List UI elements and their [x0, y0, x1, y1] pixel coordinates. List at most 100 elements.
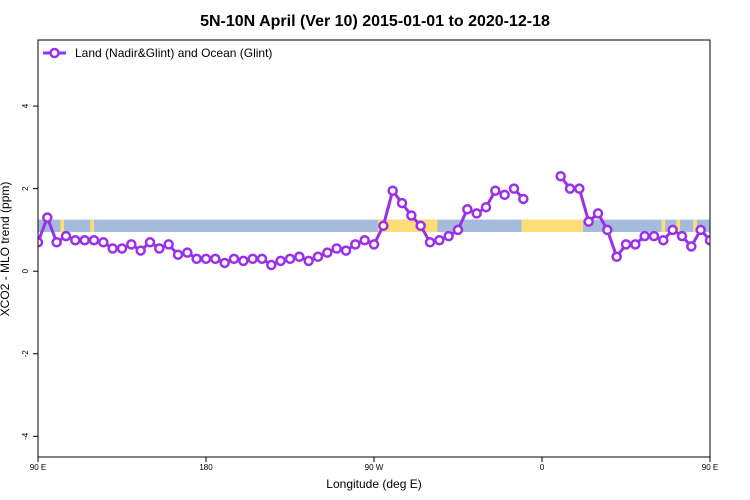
data-point	[704, 234, 710, 246]
data-point	[228, 253, 240, 265]
data-point	[424, 237, 436, 248]
chart-title: 5N-10N April (Ver 10) 2015-01-01 to 2020…	[200, 13, 550, 30]
data-point	[415, 220, 426, 232]
data-point	[518, 193, 529, 205]
data-point	[88, 234, 100, 246]
x-axis-label: Longitude (deg E)	[326, 477, 421, 491]
data-point	[695, 224, 706, 236]
data-point	[163, 239, 174, 250]
data-point	[191, 253, 202, 265]
data-point	[658, 234, 669, 246]
data-point	[620, 239, 632, 250]
data-point	[340, 245, 352, 256]
data-point	[38, 237, 44, 248]
land-segment	[693, 219, 697, 232]
data-point	[200, 253, 212, 265]
data-point	[107, 243, 118, 254]
data-point	[266, 259, 277, 271]
data-point	[247, 253, 258, 265]
data-point	[154, 243, 165, 254]
data-point	[574, 183, 585, 194]
x-tick-label: 0	[540, 463, 545, 472]
axes: 90 E 180 90 W 0 90 E -4 -2 0 2 4	[21, 103, 718, 472]
data-point	[42, 212, 53, 223]
x-tick-label: 180	[199, 463, 213, 472]
data-point	[368, 239, 380, 250]
data-point	[462, 204, 473, 215]
y-tick-label: 2	[21, 186, 30, 191]
data-point	[743, 236, 750, 244]
data-point	[725, 238, 733, 246]
data-point	[471, 208, 482, 219]
y-tick-label: -4	[21, 432, 30, 440]
data-point	[630, 239, 641, 250]
data-point	[70, 234, 81, 246]
data-point	[98, 237, 109, 248]
data-point	[126, 239, 137, 250]
data-point	[256, 253, 268, 265]
data-point	[144, 237, 156, 248]
land-segment	[676, 219, 681, 232]
data-point	[51, 237, 62, 248]
data-point	[555, 170, 566, 182]
data-point	[715, 214, 723, 222]
x-tick-label: 90 W	[365, 463, 384, 472]
data-point	[434, 234, 445, 246]
data-point	[452, 224, 464, 236]
data-point	[294, 251, 305, 263]
x-tick-label: 90 E	[702, 463, 718, 472]
data-point	[331, 243, 342, 254]
data-point	[284, 253, 296, 265]
land-segment	[60, 219, 65, 232]
data-point	[172, 249, 184, 260]
data-point	[564, 183, 576, 194]
data-point	[60, 230, 72, 242]
data-point	[275, 255, 286, 267]
data-point	[303, 255, 314, 267]
data-point	[210, 253, 221, 265]
data-point	[686, 241, 697, 252]
data-point	[490, 185, 501, 196]
data-point	[322, 247, 333, 258]
data-point	[480, 201, 492, 213]
data-point	[116, 243, 128, 254]
data-point	[639, 230, 650, 242]
data-point	[667, 224, 678, 236]
y-tick-label: -2	[21, 350, 30, 358]
land-segment	[521, 219, 584, 232]
x-tick-label: 90 E	[30, 463, 46, 472]
data-point	[182, 247, 193, 258]
land-segment	[723, 220, 727, 232]
data-point	[602, 224, 613, 236]
land-segment	[90, 219, 94, 232]
data-point	[499, 189, 510, 201]
data-point	[396, 197, 408, 209]
data-point	[350, 239, 361, 250]
data-point	[592, 208, 604, 219]
plot-area	[38, 170, 750, 271]
data-point	[79, 234, 90, 246]
y-axis-label: XCO2 - MLO trend (ppm)	[0, 182, 12, 317]
data-point	[378, 220, 389, 232]
data-point	[676, 230, 688, 242]
data-point	[611, 251, 622, 263]
data-point	[508, 183, 520, 194]
data-point	[312, 251, 324, 263]
data-point	[238, 255, 249, 267]
data-point	[387, 185, 398, 196]
legend: Land (Nadir&Glint) and Ocean (Glint)	[43, 46, 272, 60]
data-point	[219, 257, 230, 269]
data-point	[583, 216, 594, 227]
land-segment	[661, 219, 666, 232]
data-point	[406, 210, 417, 221]
data-point	[359, 234, 370, 246]
series-line	[559, 175, 710, 259]
y-tick-label: 0	[21, 268, 30, 273]
data-point	[443, 230, 454, 242]
data-point	[734, 232, 742, 240]
legend-entry-label: Land (Nadir&Glint) and Ocean (Glint)	[75, 46, 272, 60]
data-point	[135, 245, 146, 256]
y-tick-label: 4	[21, 103, 30, 108]
data-point	[648, 230, 660, 242]
